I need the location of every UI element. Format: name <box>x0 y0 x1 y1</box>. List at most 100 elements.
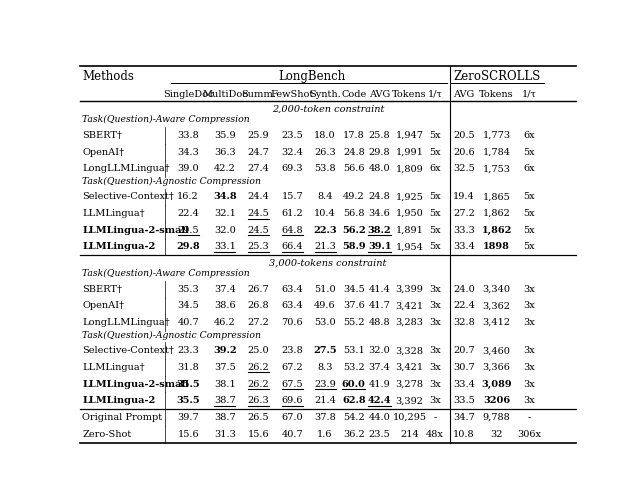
Text: 64.8: 64.8 <box>282 226 303 235</box>
Text: 56.2: 56.2 <box>342 226 365 235</box>
Text: 5x: 5x <box>524 193 535 201</box>
Text: LongLLMLingua†: LongLLMLingua† <box>83 164 170 173</box>
Text: 33.5: 33.5 <box>453 396 475 405</box>
Text: 3x: 3x <box>524 285 535 294</box>
Text: 33.8: 33.8 <box>177 131 199 140</box>
Text: 3x: 3x <box>429 318 441 327</box>
Text: 67.0: 67.0 <box>282 413 303 422</box>
Text: 16.2: 16.2 <box>177 193 199 201</box>
Text: 3x: 3x <box>429 346 441 355</box>
Text: 6x: 6x <box>524 164 535 173</box>
Text: 58.9: 58.9 <box>342 243 365 251</box>
Text: 54.2: 54.2 <box>343 413 365 422</box>
Text: 29.8: 29.8 <box>369 147 390 157</box>
Text: 3,283: 3,283 <box>396 318 423 327</box>
Text: 38.1: 38.1 <box>214 380 236 389</box>
Text: 3x: 3x <box>429 396 441 405</box>
Text: Code: Code <box>341 90 367 99</box>
Text: 37.5: 37.5 <box>214 363 236 372</box>
Text: 31.8: 31.8 <box>177 363 199 372</box>
Text: Summ.: Summ. <box>241 90 276 99</box>
Text: 1,773: 1,773 <box>483 131 511 140</box>
Text: 24.0: 24.0 <box>453 285 475 294</box>
Text: 3,089: 3,089 <box>481 380 512 389</box>
Text: 3x: 3x <box>524 318 535 327</box>
Text: 32.5: 32.5 <box>453 164 475 173</box>
Text: 1,809: 1,809 <box>396 164 423 173</box>
Text: 26.2: 26.2 <box>248 380 269 389</box>
Text: Task(Question)-Aware Compression: Task(Question)-Aware Compression <box>83 115 250 124</box>
Text: 41.4: 41.4 <box>369 285 390 294</box>
Text: 24.4: 24.4 <box>248 193 269 201</box>
Text: 34.7: 34.7 <box>453 413 475 422</box>
Text: 29.5: 29.5 <box>177 226 199 235</box>
Text: 3x: 3x <box>524 396 535 405</box>
Text: SBERT†: SBERT† <box>83 285 122 294</box>
Text: 1,991: 1,991 <box>396 147 423 157</box>
Text: 46.2: 46.2 <box>214 318 236 327</box>
Text: 31.3: 31.3 <box>214 430 236 439</box>
Text: Tokens: Tokens <box>392 90 427 99</box>
Text: 25.8: 25.8 <box>369 131 390 140</box>
Text: 5x: 5x <box>429 226 441 235</box>
Text: 32.4: 32.4 <box>282 147 303 157</box>
Text: 5x: 5x <box>429 131 441 140</box>
Text: Selective-Context†: Selective-Context† <box>83 193 174 201</box>
Text: 67.2: 67.2 <box>282 363 303 372</box>
Text: 2,000-token constraint: 2,000-token constraint <box>272 105 384 114</box>
Text: SingleDoc: SingleDoc <box>163 90 213 99</box>
Text: LongBench: LongBench <box>278 70 345 83</box>
Text: 62.8: 62.8 <box>342 396 365 405</box>
Text: 15.6: 15.6 <box>248 430 269 439</box>
Text: 69.3: 69.3 <box>282 164 303 173</box>
Text: 37.6: 37.6 <box>343 301 365 311</box>
Text: 33.4: 33.4 <box>453 243 475 251</box>
Text: 5x: 5x <box>524 226 535 235</box>
Text: 27.4: 27.4 <box>248 164 269 173</box>
Text: 3206: 3206 <box>483 396 510 405</box>
Text: OpenAI†: OpenAI† <box>83 147 125 157</box>
Text: 6x: 6x <box>524 131 535 140</box>
Text: 37.4: 37.4 <box>369 363 390 372</box>
Text: 66.4: 66.4 <box>282 243 303 251</box>
Text: 32.0: 32.0 <box>369 346 390 355</box>
Text: 8.3: 8.3 <box>317 363 333 372</box>
Text: Task(Question)-Agnostic Compression: Task(Question)-Agnostic Compression <box>83 331 262 340</box>
Text: 25.0: 25.0 <box>248 346 269 355</box>
Text: 20.5: 20.5 <box>453 131 475 140</box>
Text: 51.0: 51.0 <box>314 285 336 294</box>
Text: 3,362: 3,362 <box>483 301 511 311</box>
Text: MultiDoc: MultiDoc <box>202 90 248 99</box>
Text: 36.3: 36.3 <box>214 147 236 157</box>
Text: 60.0: 60.0 <box>342 380 365 389</box>
Text: 1.6: 1.6 <box>317 430 333 439</box>
Text: 53.0: 53.0 <box>314 318 336 327</box>
Text: 34.5: 34.5 <box>177 301 199 311</box>
Text: 3x: 3x <box>524 363 535 372</box>
Text: 3x: 3x <box>429 363 441 372</box>
Text: 5x: 5x <box>429 243 441 251</box>
Text: 38.2: 38.2 <box>368 226 392 235</box>
Text: 35.5: 35.5 <box>176 380 200 389</box>
Text: 39.7: 39.7 <box>177 413 199 422</box>
Text: 53.2: 53.2 <box>343 363 365 372</box>
Text: 22.4: 22.4 <box>453 301 475 311</box>
Text: 6x: 6x <box>429 164 441 173</box>
Text: 38.7: 38.7 <box>214 413 236 422</box>
Text: 3x: 3x <box>524 346 535 355</box>
Text: 24.8: 24.8 <box>369 193 390 201</box>
Text: FewShot: FewShot <box>271 90 314 99</box>
Text: 32.1: 32.1 <box>214 209 236 218</box>
Text: 26.2: 26.2 <box>248 363 269 372</box>
Text: 3x: 3x <box>429 301 441 311</box>
Text: 21.4: 21.4 <box>314 396 336 405</box>
Text: 1898: 1898 <box>483 243 510 251</box>
Text: 33.4: 33.4 <box>453 380 475 389</box>
Text: OpenAI†: OpenAI† <box>83 301 125 311</box>
Text: 26.7: 26.7 <box>248 285 269 294</box>
Text: 20.7: 20.7 <box>453 346 475 355</box>
Text: 48.8: 48.8 <box>369 318 390 327</box>
Text: 24.5: 24.5 <box>248 209 269 218</box>
Text: 1,954: 1,954 <box>396 243 423 251</box>
Text: 53.8: 53.8 <box>314 164 336 173</box>
